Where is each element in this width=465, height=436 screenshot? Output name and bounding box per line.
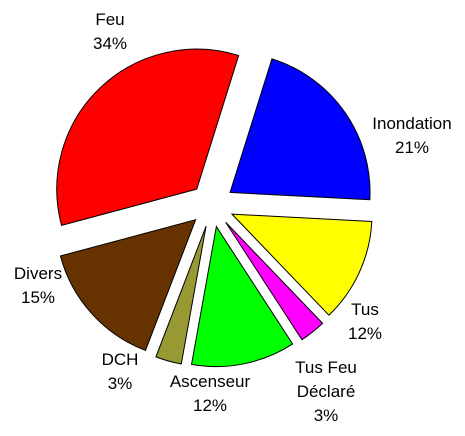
pie-slice (155, 226, 207, 365)
value-label: 12% (347, 324, 383, 343)
category-label: Tus Feu Déclaré (295, 358, 357, 401)
slice-label: Tus Feu Déclaré 3% (286, 356, 366, 428)
category-label: Ascenseur (169, 372, 251, 391)
value-label: 34% (92, 34, 128, 53)
pie-slice (56, 48, 240, 226)
slice-label: Ascenseur 12% (155, 370, 265, 418)
category-label: Inondation (372, 114, 452, 133)
slice-label: Inondation 21% (362, 112, 462, 160)
slice-label: DCH 3% (90, 348, 150, 396)
value-label: 15% (20, 288, 56, 307)
value-label: 12% (192, 396, 228, 415)
pie-slice (225, 221, 324, 341)
pie-slice (59, 218, 197, 352)
slice-label: Tus 12% (335, 298, 395, 346)
category-label: Feu (95, 10, 125, 29)
pie-slice (229, 58, 371, 201)
slice-label: Divers 15% (3, 262, 73, 310)
pie-slice (230, 213, 373, 316)
value-label: 21% (394, 138, 430, 157)
value-label: 3% (313, 406, 339, 425)
category-label: Divers (13, 264, 63, 283)
value-label: 3% (107, 374, 133, 393)
category-label: Tus (351, 300, 379, 319)
category-label: DCH (101, 350, 139, 369)
pie-slice (190, 225, 294, 368)
slice-label: Feu 34% (70, 8, 150, 56)
